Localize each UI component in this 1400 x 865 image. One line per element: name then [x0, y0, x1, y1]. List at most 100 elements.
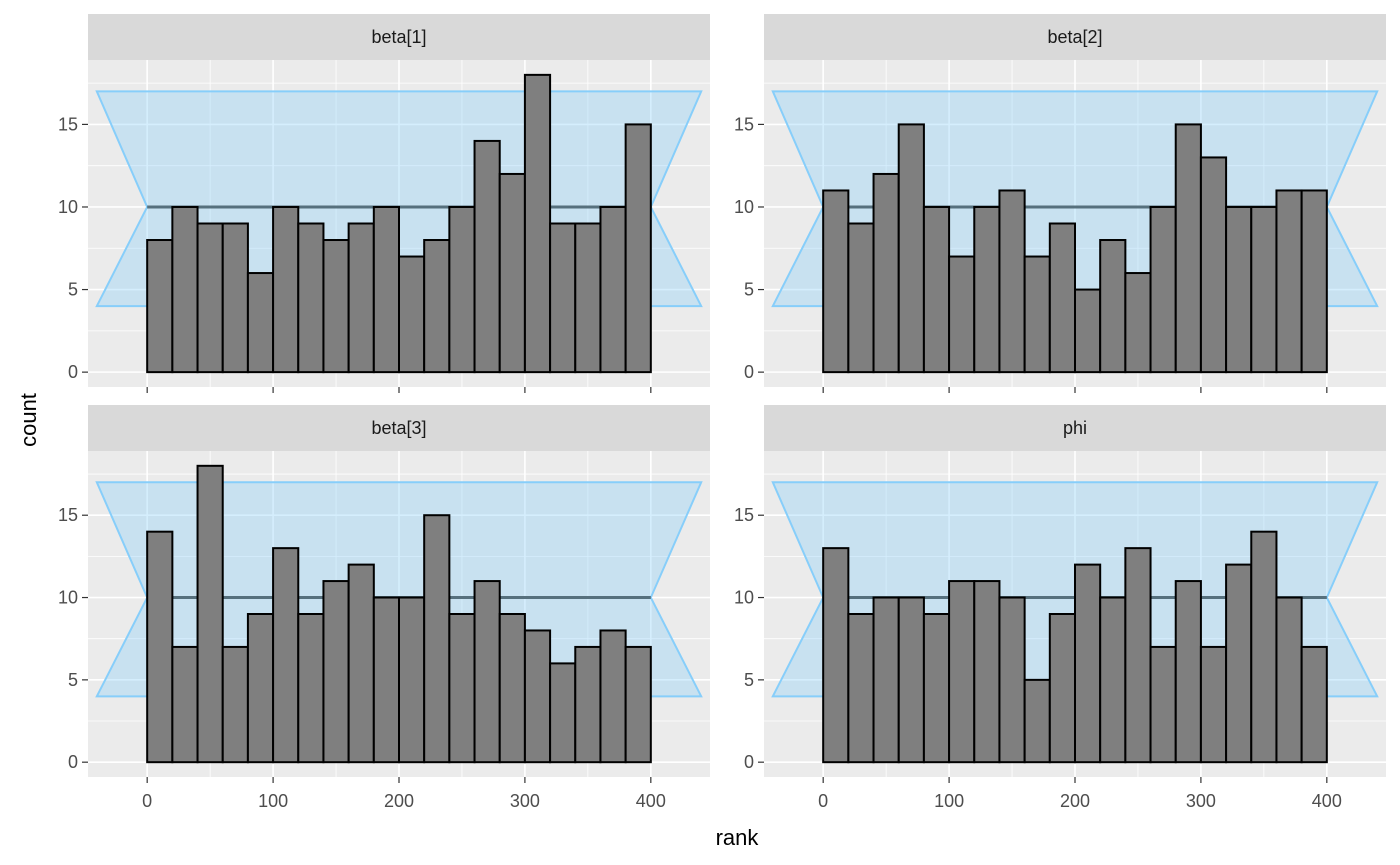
y-tick-label: 15 [58, 505, 78, 525]
facet-strip-label: beta[1] [371, 27, 426, 47]
histogram-bar [146, 530, 174, 764]
facet-panel: beta[3] 0 5 10 15 0 100 200 300 400 [58, 405, 715, 811]
histogram-bar [196, 222, 224, 374]
facet-strip [764, 14, 1386, 60]
histogram-bar [1250, 205, 1278, 374]
histogram-bar [473, 580, 501, 764]
histogram-bar [221, 222, 249, 374]
histogram-bar [171, 205, 199, 374]
x-tick-label: 0 [142, 791, 152, 811]
y-tick-label: 15 [734, 505, 754, 525]
y-tick-label: 10 [734, 197, 754, 217]
y-tick-label: 5 [744, 280, 754, 300]
histogram-bar [948, 255, 976, 374]
histogram-bar [1074, 288, 1102, 374]
histogram-bar [523, 73, 552, 374]
histogram-bar [1174, 580, 1202, 764]
histogram-bar [1250, 530, 1278, 764]
histogram-bar [998, 596, 1026, 764]
y-tick-label: 0 [68, 362, 78, 382]
histogram-bar [272, 547, 300, 764]
histogram-bar [948, 580, 976, 764]
y-tick-label: 15 [58, 114, 78, 134]
histogram-bar [549, 662, 577, 764]
histogram-bar [372, 205, 400, 374]
histogram-bar [322, 580, 350, 764]
x-tick-label: 400 [1312, 791, 1342, 811]
histogram-bar [1174, 123, 1202, 374]
histogram-bar [1225, 563, 1253, 764]
histogram-bar [624, 645, 652, 764]
histogram-bar [599, 629, 627, 764]
y-tick-label: 0 [744, 362, 754, 382]
y-tick-label: 15 [734, 114, 754, 134]
histogram-bar [1099, 239, 1127, 374]
histogram-bar [1023, 255, 1051, 374]
histogram-bar [1300, 645, 1328, 764]
x-tick-label: 100 [934, 791, 964, 811]
x-tick-label: 400 [636, 791, 666, 811]
histogram-bar [473, 139, 501, 374]
histogram-bar [297, 222, 325, 374]
x-tick-label: 100 [258, 791, 288, 811]
x-tick-label: 200 [384, 791, 414, 811]
histogram-bar [822, 189, 850, 374]
histogram-bar [847, 613, 875, 764]
x-tick-label: 0 [818, 791, 828, 811]
facet-panels: beta[1] 0 5 10 15 beta[2] 0 5 10 15 beta[3] 0 5 10 15 0… [58, 14, 1391, 811]
histogram-bar [1074, 563, 1102, 764]
histogram-bar [973, 205, 1001, 374]
y-tick-label: 0 [744, 752, 754, 772]
histogram-bar [574, 645, 602, 764]
histogram-bar [398, 255, 426, 374]
histogram-bar [347, 222, 375, 374]
y-tick-label: 5 [744, 670, 754, 690]
facet-strip [88, 405, 710, 451]
facet-strip-label: beta[2] [1047, 27, 1102, 47]
histogram-bar [1048, 613, 1077, 764]
histogram-bar [246, 272, 275, 374]
histogram-bar [847, 222, 875, 374]
histogram-bar [322, 239, 350, 374]
facet-panel: phi 0 5 10 15 0 100 200 300 400 [734, 405, 1391, 811]
histogram-bar [498, 613, 526, 764]
x-tick-label: 200 [1060, 791, 1090, 811]
histogram-bar [1124, 272, 1152, 374]
histogram-bar [599, 205, 627, 374]
histogram-bar [1275, 189, 1303, 374]
histogram-bar [423, 239, 451, 374]
y-tick-label: 0 [68, 752, 78, 772]
histogram-bar [1023, 678, 1051, 764]
histogram-bar [574, 222, 602, 374]
histogram-bar [448, 205, 476, 374]
histogram-bar [872, 596, 900, 764]
y-tick-label: 10 [734, 588, 754, 608]
histogram-bar [146, 239, 174, 374]
x-tick-label: 300 [1186, 791, 1216, 811]
y-tick-label: 5 [68, 670, 78, 690]
histogram-bar [221, 645, 249, 764]
histogram-bar [448, 613, 476, 764]
histogram-bar [872, 172, 900, 374]
facet-strip-label: beta[3] [371, 418, 426, 438]
histogram-bar [272, 205, 300, 374]
y-tick-label: 10 [58, 197, 78, 217]
histogram-bar [171, 645, 199, 764]
x-tick-label: 300 [510, 791, 540, 811]
histogram-bar [246, 613, 275, 764]
histogram-bar [1124, 547, 1152, 764]
histogram-bar [196, 464, 224, 764]
histogram-bar [1199, 645, 1228, 764]
y-axis-title: count [16, 393, 41, 447]
histogram-bar [973, 580, 1001, 764]
facet-strip [764, 405, 1386, 451]
y-tick-label: 5 [68, 280, 78, 300]
histogram-bar [423, 514, 451, 764]
histogram-bar [1099, 596, 1127, 764]
histogram-bar [1048, 222, 1077, 374]
facet-strip-label: phi [1063, 418, 1087, 438]
facet-strip [88, 14, 710, 60]
histogram-bar [372, 596, 400, 764]
facet-panel: beta[2] 0 5 10 15 [734, 14, 1391, 393]
histogram-bar [1300, 189, 1328, 374]
